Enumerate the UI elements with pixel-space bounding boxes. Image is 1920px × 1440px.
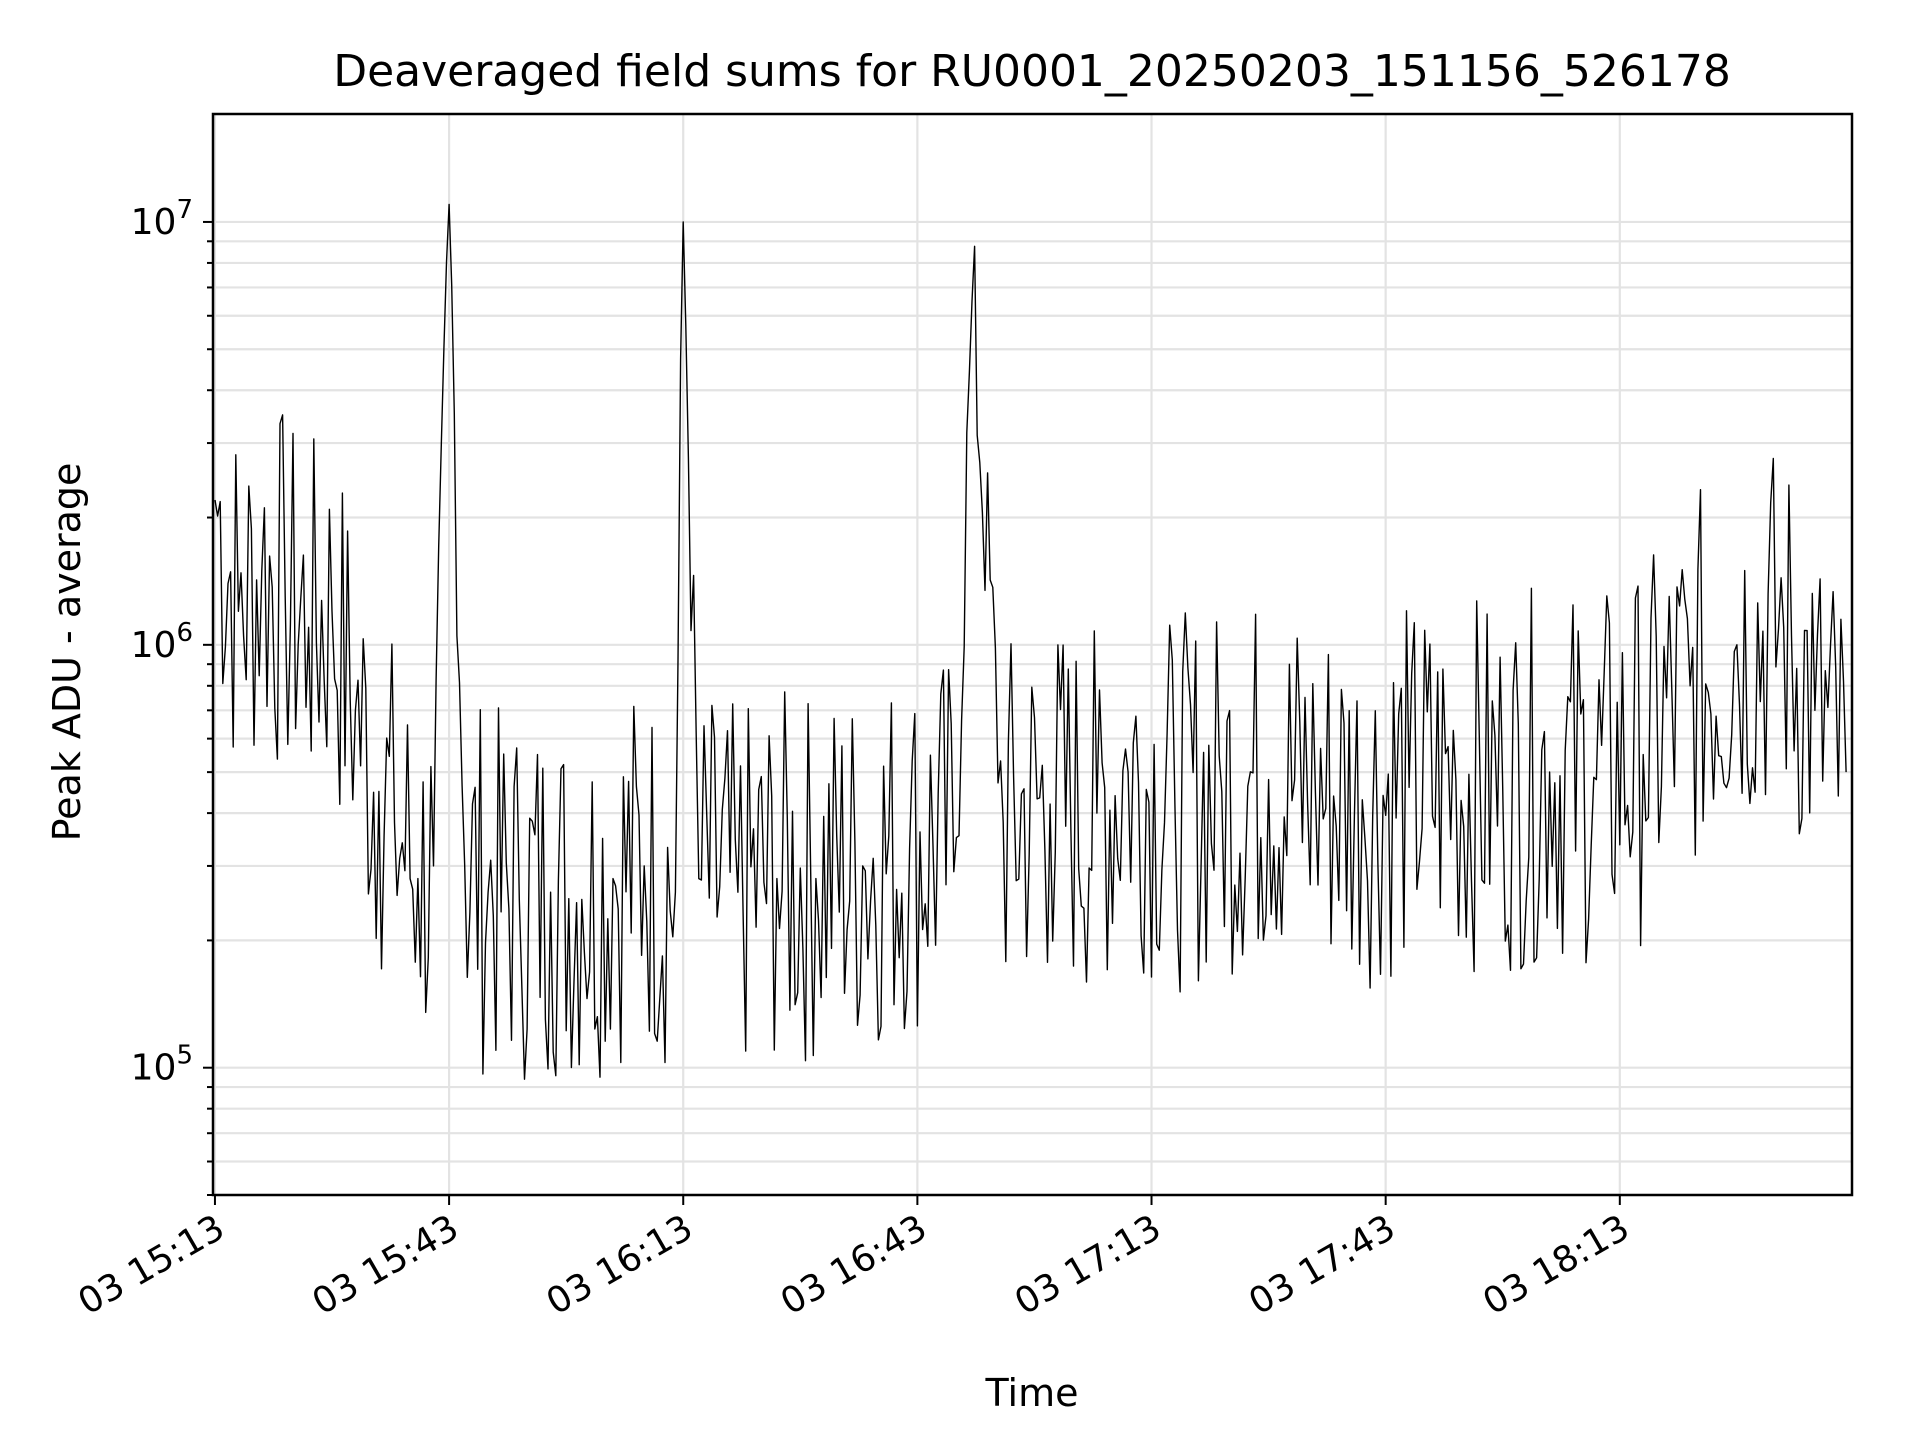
x-tick-label: 03 16:43: [774, 1207, 934, 1323]
x-tick-label: 03 17:43: [1242, 1207, 1402, 1323]
y-tick-label: 106: [131, 618, 193, 666]
series-line: [214, 203, 1847, 1080]
plot-frame: [211, 112, 1854, 1197]
y-axis-label: Peak ADU - average: [45, 463, 89, 842]
chart-title: Deaveraged field sums for RU0001_2025020…: [333, 46, 1731, 97]
x-tick-label: 03 18:13: [1476, 1207, 1636, 1323]
grid: [213, 114, 1852, 1197]
x-tick-label: 03 16:13: [540, 1207, 700, 1323]
y-tick-label: 107: [131, 195, 193, 243]
x-tick-label: 03 15:43: [306, 1207, 466, 1323]
x-tick-label: 03 17:13: [1008, 1207, 1168, 1323]
x-axis-label: Time: [985, 1371, 1079, 1415]
y-tick-label: 105: [131, 1041, 193, 1089]
x-tick-label: 03 15:13: [72, 1207, 232, 1323]
